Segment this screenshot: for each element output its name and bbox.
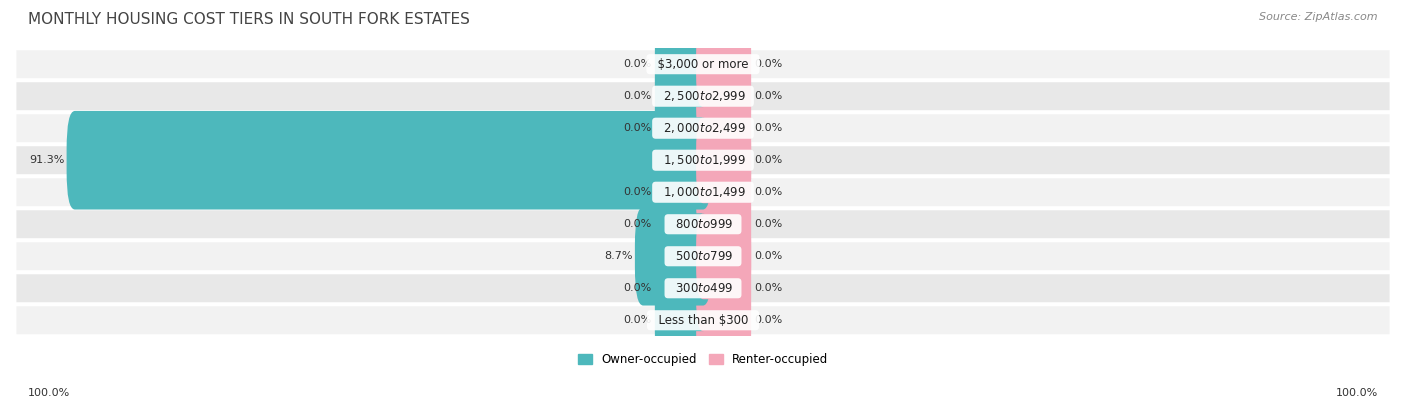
FancyBboxPatch shape: [696, 21, 751, 107]
FancyBboxPatch shape: [655, 85, 710, 171]
Text: 100.0%: 100.0%: [28, 388, 70, 398]
FancyBboxPatch shape: [655, 213, 710, 299]
Text: 0.0%: 0.0%: [755, 283, 783, 293]
Text: 8.7%: 8.7%: [605, 251, 633, 261]
Text: $3,000 or more: $3,000 or more: [650, 58, 756, 71]
FancyBboxPatch shape: [696, 213, 751, 299]
Text: 0.0%: 0.0%: [623, 123, 651, 133]
Text: $300 to $499: $300 to $499: [668, 282, 738, 295]
FancyBboxPatch shape: [15, 273, 1391, 304]
Text: 0.0%: 0.0%: [755, 219, 783, 229]
FancyBboxPatch shape: [15, 177, 1391, 208]
FancyBboxPatch shape: [15, 145, 1391, 176]
Text: 0.0%: 0.0%: [755, 187, 783, 197]
FancyBboxPatch shape: [655, 245, 710, 331]
Text: 91.3%: 91.3%: [30, 155, 65, 165]
Text: $1,000 to $1,499: $1,000 to $1,499: [655, 185, 751, 199]
Text: 0.0%: 0.0%: [623, 219, 651, 229]
FancyBboxPatch shape: [15, 81, 1391, 112]
FancyBboxPatch shape: [696, 117, 751, 203]
Text: 0.0%: 0.0%: [755, 251, 783, 261]
Text: 0.0%: 0.0%: [755, 123, 783, 133]
FancyBboxPatch shape: [15, 209, 1391, 239]
Text: 0.0%: 0.0%: [623, 59, 651, 69]
Text: $2,500 to $2,999: $2,500 to $2,999: [655, 89, 751, 103]
FancyBboxPatch shape: [655, 53, 710, 139]
FancyBboxPatch shape: [696, 53, 751, 139]
Text: 0.0%: 0.0%: [755, 155, 783, 165]
Text: 100.0%: 100.0%: [1336, 388, 1378, 398]
FancyBboxPatch shape: [696, 213, 751, 299]
FancyBboxPatch shape: [696, 85, 751, 171]
Text: 0.0%: 0.0%: [623, 187, 651, 197]
FancyBboxPatch shape: [696, 149, 751, 235]
FancyBboxPatch shape: [696, 117, 751, 203]
FancyBboxPatch shape: [15, 241, 1391, 271]
Text: MONTHLY HOUSING COST TIERS IN SOUTH FORK ESTATES: MONTHLY HOUSING COST TIERS IN SOUTH FORK…: [28, 12, 470, 27]
Text: $800 to $999: $800 to $999: [668, 218, 738, 231]
FancyBboxPatch shape: [15, 113, 1391, 144]
Text: $2,000 to $2,499: $2,000 to $2,499: [655, 121, 751, 135]
FancyBboxPatch shape: [655, 277, 710, 363]
Text: 0.0%: 0.0%: [623, 315, 651, 325]
FancyBboxPatch shape: [636, 207, 711, 305]
Text: 0.0%: 0.0%: [623, 283, 651, 293]
FancyBboxPatch shape: [655, 149, 710, 235]
FancyBboxPatch shape: [66, 111, 711, 210]
Text: 0.0%: 0.0%: [755, 59, 783, 69]
Text: 0.0%: 0.0%: [755, 91, 783, 101]
Text: 0.0%: 0.0%: [755, 315, 783, 325]
FancyBboxPatch shape: [15, 305, 1391, 336]
Text: Less than $300: Less than $300: [651, 314, 755, 327]
Text: Source: ZipAtlas.com: Source: ZipAtlas.com: [1260, 12, 1378, 22]
Legend: Owner-occupied, Renter-occupied: Owner-occupied, Renter-occupied: [572, 348, 834, 371]
FancyBboxPatch shape: [696, 277, 751, 363]
FancyBboxPatch shape: [696, 245, 751, 331]
Text: 0.0%: 0.0%: [623, 91, 651, 101]
FancyBboxPatch shape: [655, 21, 710, 107]
FancyBboxPatch shape: [696, 181, 751, 267]
FancyBboxPatch shape: [655, 181, 710, 267]
Text: $1,500 to $1,999: $1,500 to $1,999: [655, 153, 751, 167]
Text: $500 to $799: $500 to $799: [668, 250, 738, 263]
FancyBboxPatch shape: [655, 117, 710, 203]
FancyBboxPatch shape: [15, 49, 1391, 80]
